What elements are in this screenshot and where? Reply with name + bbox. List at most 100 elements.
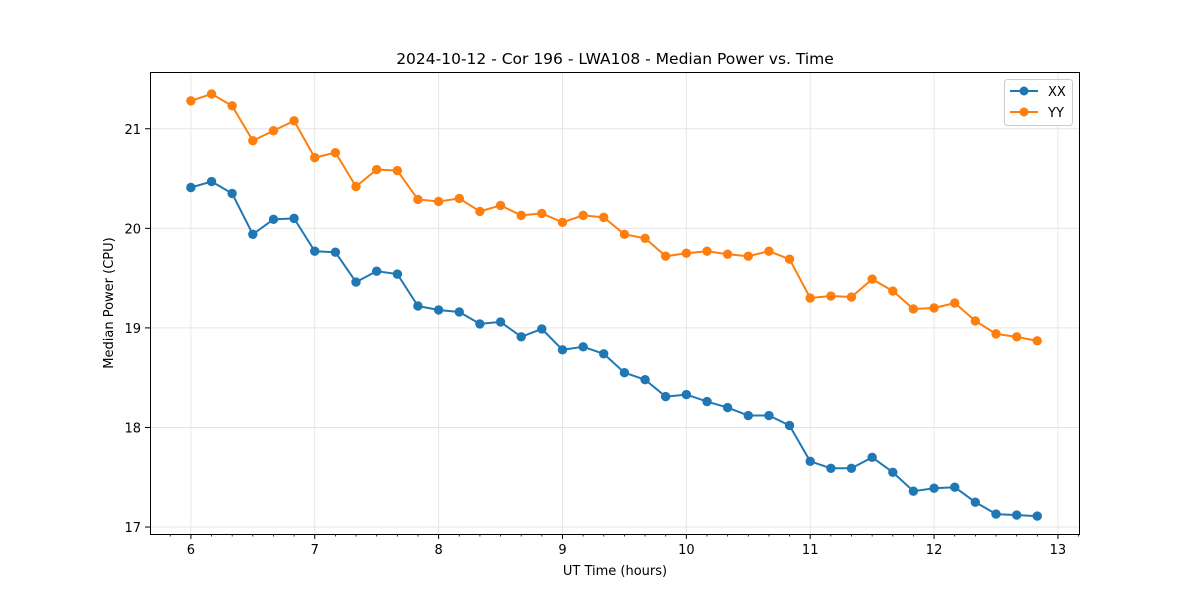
x-tick-label: 12 [926,543,943,558]
data-point-yy [991,329,1001,339]
x-tick-label: 10 [678,543,695,558]
data-point-yy [764,246,774,256]
data-point-yy [867,274,877,284]
x-tick-label: 13 [1050,543,1067,558]
data-point-xx [888,467,898,477]
data-point-yy [289,116,299,126]
data-point-yy [227,101,237,111]
data-point-xx [991,509,1001,519]
legend-marker-xx [1019,86,1029,96]
data-point-yy [248,136,258,146]
data-point-xx [722,402,733,413]
data-point-yy [702,246,712,256]
data-point-xx [950,482,960,492]
data-point-xx [289,213,299,224]
x-axis: 6 7 8 9 10 11 12 13 [169,534,1079,558]
data-point-xx [392,269,403,279]
y-axis-label: Median Power (CPU) [102,237,117,368]
x-tick-label: 6 [187,543,195,558]
data-point-xx [537,324,547,334]
chart-title: 2024-10-12 - Cor 196 - LWA108 - Median P… [396,50,834,68]
series-line-yy [190,92,1038,342]
data-point-xx [970,497,981,507]
x-tick-label: 8 [434,543,442,558]
y-tick-label: 19 [124,322,141,337]
x-axis-label: UT Time (hours) [563,564,667,579]
data-point-yy [805,293,815,303]
grid-lines [150,72,1079,534]
data-point-yy [619,229,630,239]
data-point-yy [929,303,939,313]
y-tick-label: 21 [124,123,141,138]
data-point-yy [681,248,692,258]
data-point-yy [206,89,217,99]
data-point-xx [867,452,877,463]
data-point-yy [537,208,547,219]
series-line-xx [190,180,1038,518]
data-point-xx [351,277,361,287]
data-point-yy [1032,336,1042,346]
data-point-yy [392,165,403,176]
data-point-xx [784,420,795,431]
data-point-xx [454,307,464,317]
plot-area-frame [150,72,1080,535]
data-point-xx [1032,511,1042,521]
data-point-yy [433,196,444,207]
x-tick-label: 7 [311,543,319,558]
data-point-xx [805,456,815,467]
data-point-xx [557,345,568,355]
data-point-yy [557,217,568,228]
y-axis: 17 18 19 20 21 [124,123,150,536]
data-point-yy [784,254,795,264]
data-point-yy [268,126,279,136]
y-tick-label: 17 [124,521,141,536]
data-point-xx [186,182,196,193]
data-point-xx [206,176,217,187]
data-point-xx [743,410,753,421]
data-point-xx [413,301,423,311]
data-point-yy [722,249,733,259]
data-point-yy [846,292,857,302]
data-point-yy [516,210,526,221]
x-tick-label: 11 [802,543,819,558]
data-point-yy [495,200,506,211]
data-point-xx [578,342,588,352]
legend-label-xx: XX [1048,85,1066,100]
data-point-xx [433,305,444,315]
series-xx [186,176,1042,521]
data-point-xx [929,483,939,493]
data-point-yy [970,316,981,326]
data-point-yy [950,298,960,308]
data-point-xx [702,396,712,407]
data-point-xx [846,463,857,473]
data-point-xx [1011,510,1022,520]
data-point-xx [764,410,774,421]
data-point-xx [660,391,671,402]
data-point-yy [578,210,588,221]
data-point-xx [330,247,341,257]
data-point-xx [681,389,692,400]
data-point-yy [908,304,919,314]
legend: XX YY [1004,79,1073,126]
data-point-xx [371,266,382,276]
x-tick-label: 9 [558,543,566,558]
data-point-xx [826,463,836,473]
data-point-yy [330,147,341,158]
data-point-xx [619,367,630,378]
data-point-yy [888,286,898,296]
data-point-yy [413,194,423,205]
legend-label-yy: YY [1047,106,1064,121]
data-point-xx [248,229,258,239]
data-point-xx [908,486,919,496]
y-tick-label: 18 [124,421,141,436]
data-point-xx [310,246,320,256]
data-point-yy [454,193,464,204]
data-point-yy [660,251,671,261]
data-point-xx [599,349,609,359]
series-group [186,89,1042,521]
data-point-xx [227,188,237,199]
data-point-yy [371,164,382,175]
legend-marker-yy [1019,107,1029,117]
data-point-yy [826,291,836,301]
data-point-yy [599,212,609,223]
